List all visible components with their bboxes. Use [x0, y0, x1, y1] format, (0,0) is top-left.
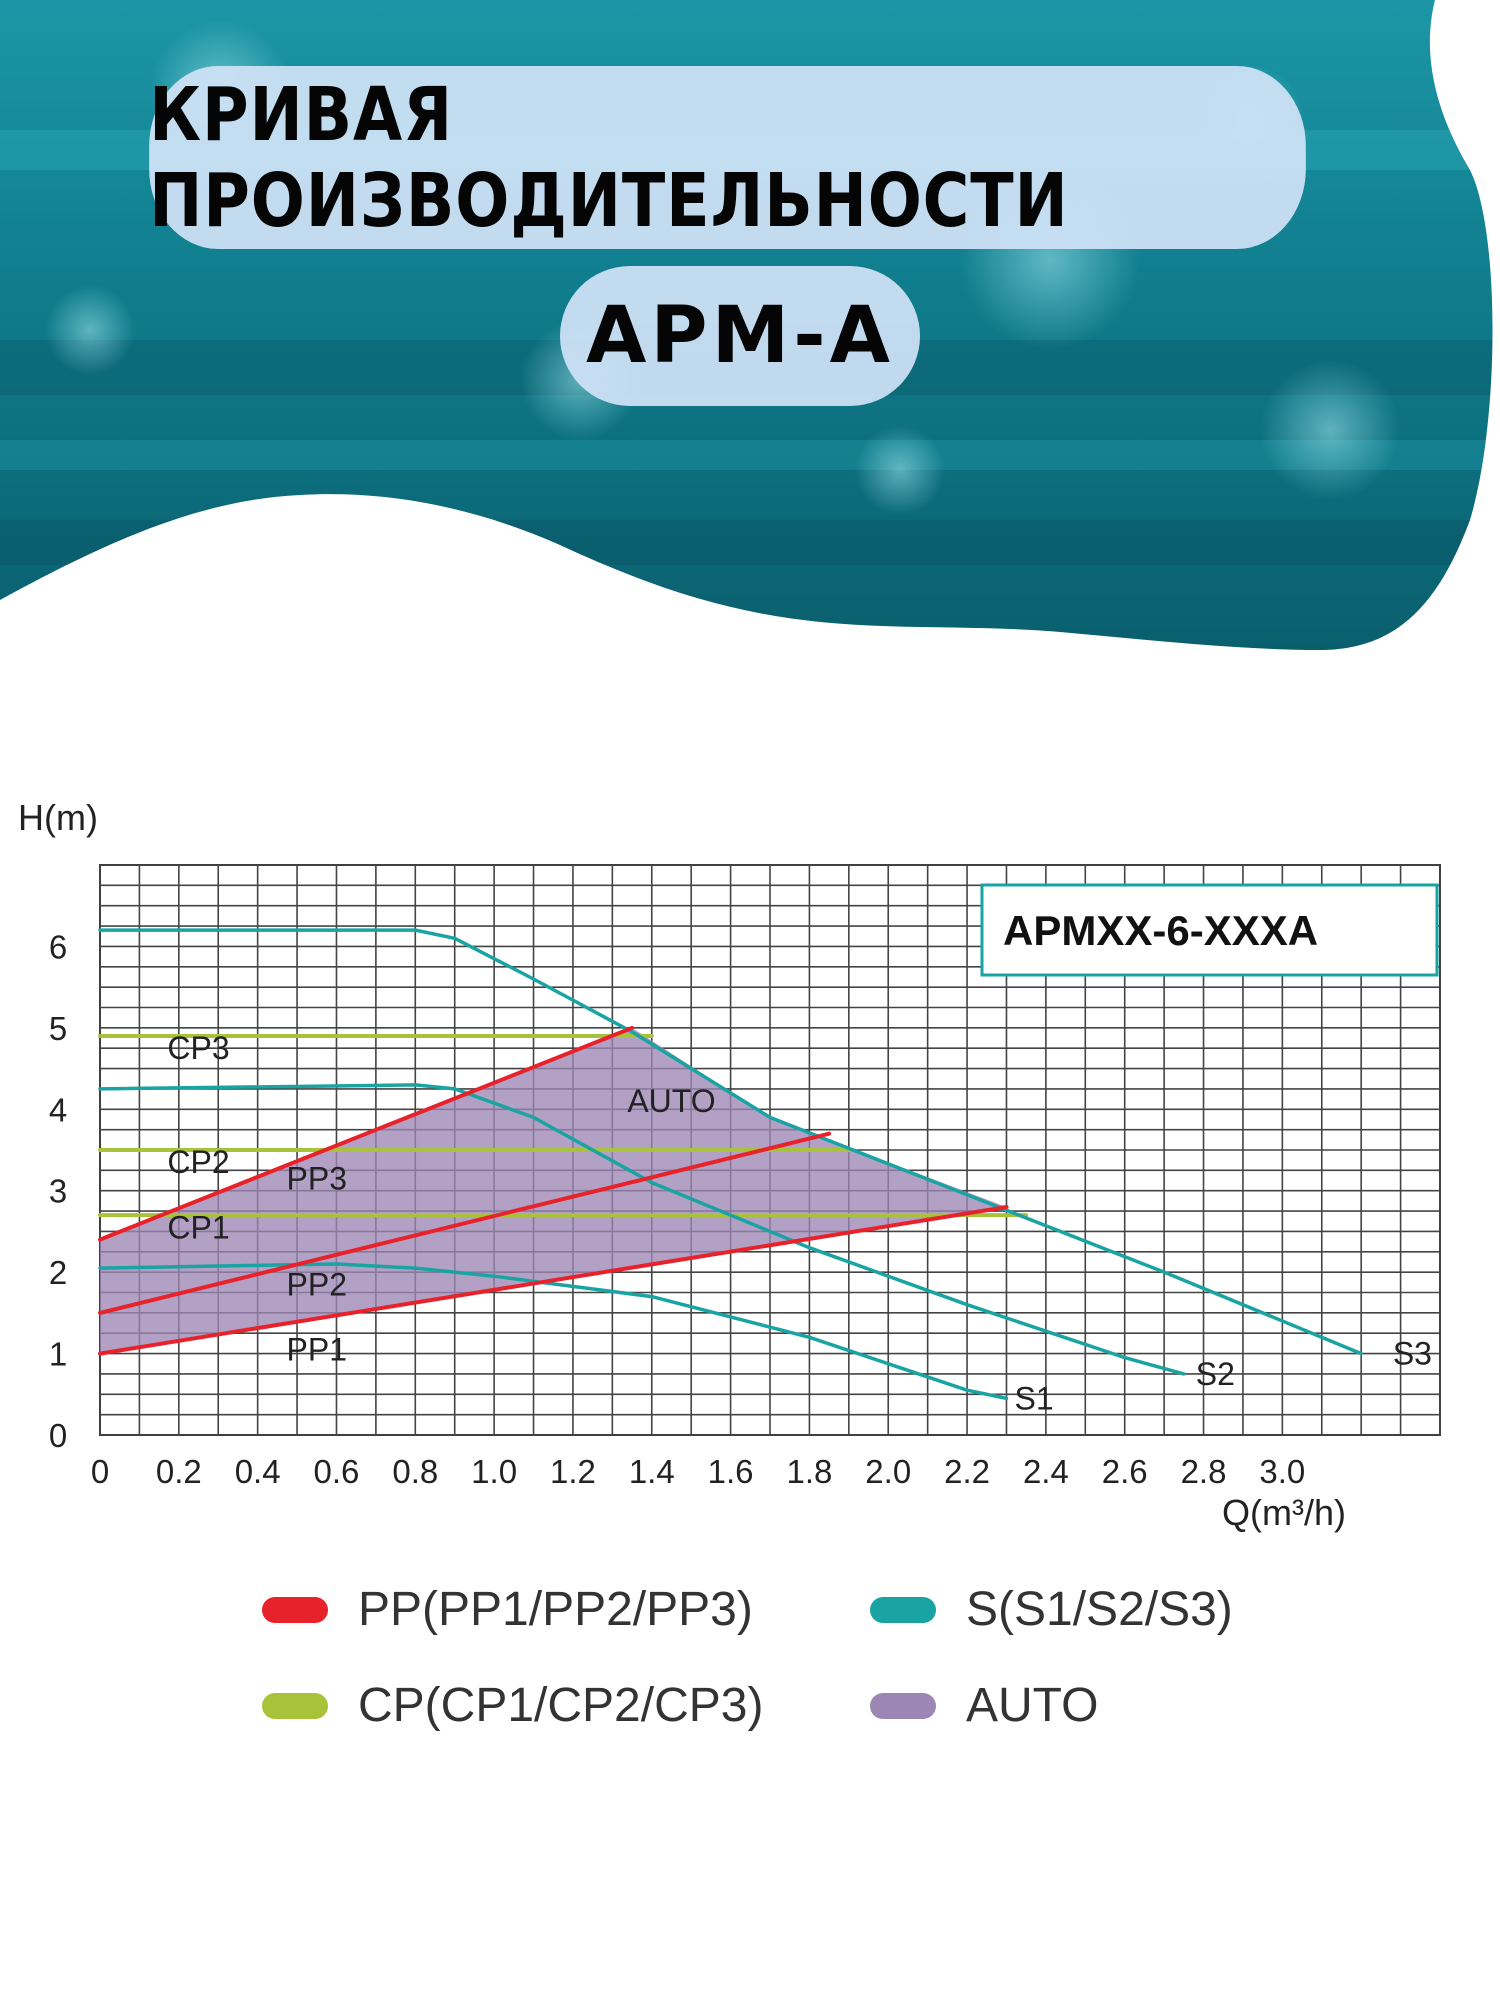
page-title: КРИВАЯ ПРОИЗВОДИТЕЛЬНОСТИ [149, 66, 1306, 249]
model-subtitle: APM-A [560, 266, 920, 406]
x-tick-label: 1.0 [471, 1453, 517, 1490]
y-tick-label: 2 [49, 1254, 67, 1291]
x-tick-label: 1.2 [550, 1453, 596, 1490]
x-tick-label: 2.0 [865, 1453, 911, 1490]
series-label-pp3: PP3 [287, 1161, 347, 1197]
y-tick-label: 0 [49, 1417, 67, 1454]
x-tick-label: 2.4 [1023, 1453, 1069, 1490]
legend-swatch-s [870, 1596, 936, 1623]
y-tick-label: 1 [49, 1336, 67, 1373]
legend-label-auto: AUTO [966, 1679, 1099, 1732]
x-tick-label: 2.8 [1181, 1453, 1227, 1490]
series-line-s2 [98, 1083, 1186, 1376]
legend-item-cp: CP(CP1/CP2/CP3) [262, 1678, 763, 1733]
series-label-pp2: PP2 [287, 1266, 347, 1302]
y-tick-label: 4 [49, 1091, 67, 1128]
series-label-s3: S3 [1393, 1336, 1432, 1372]
chart-legend: PP(PP1/PP2/PP3) S(S1/S2/S3) CP(CP1/CP2/C… [0, 1560, 1500, 1780]
x-tick-label: 1.6 [708, 1453, 754, 1490]
x-axis-label: Q(m³/h) [1222, 1492, 1346, 1533]
x-tick-label: 2.2 [944, 1453, 990, 1490]
legend-label-pp: PP(PP1/PP2/PP3) [358, 1583, 753, 1636]
series-label-cp1: CP1 [167, 1209, 229, 1245]
performance-curve-chart: 0 0.2 0.4 0.6 0.8 1.0 1.2 1.4 1.6 1.8 2.0 2.2 2.4 2.6… [18, 797, 1441, 1533]
legend-label-cp: CP(CP1/CP2/CP3) [358, 1679, 764, 1732]
x-tick-label: 1.4 [629, 1453, 675, 1490]
y-tick-label: 5 [49, 1010, 67, 1047]
y-tick-label: 6 [49, 928, 67, 965]
x-tick-label: 0.2 [156, 1453, 202, 1490]
series-label-s1: S1 [1014, 1380, 1053, 1416]
series-line-pp3 [98, 1025, 635, 1242]
legend-item-pp: PP(PP1/PP2/PP3) [262, 1582, 753, 1637]
series-line-s3 [98, 928, 1363, 1356]
auto-region-layer [100, 1027, 1007, 1354]
legend-item-auto: AUTO [870, 1678, 1098, 1733]
legend-item-s: S(S1/S2/S3) [870, 1582, 1233, 1637]
x-tick-label: 3.0 [1259, 1453, 1305, 1490]
legend-swatch-pp [262, 1596, 328, 1623]
annotation-layer: CP3 CP2 CP1 PP3 PP2 PP1 AUTO S1 S2 S3 [167, 1030, 1432, 1416]
x-tick-label: 0.4 [235, 1453, 281, 1490]
auto-region [100, 1027, 1007, 1354]
series-layer [98, 928, 1363, 1401]
x-tick-label: 0.6 [314, 1453, 360, 1490]
x-tick-label: 2.6 [1102, 1453, 1148, 1490]
legend-swatch-cp [262, 1692, 328, 1719]
axis-layer: 0 0.2 0.4 0.6 0.8 1.0 1.2 1.4 1.6 1.8 2.0 2.2 2.4 2.6… [49, 928, 1305, 1490]
legend-swatch-auto [870, 1692, 936, 1719]
legend-label-s: S(S1/S2/S3) [966, 1583, 1233, 1636]
model-label-box: APMXX-6-XXXA [980, 883, 1439, 977]
series-label-pp1: PP1 [287, 1332, 347, 1368]
model-label: APMXX-6-XXXA [1003, 907, 1318, 954]
x-tick-label: 0.8 [392, 1453, 438, 1490]
series-line-pp2 [98, 1131, 832, 1315]
series-line-s1 [98, 1262, 1009, 1401]
x-tick-label: 0 [91, 1453, 109, 1490]
y-axis-label: H(m) [18, 797, 98, 838]
series-label-cp2: CP2 [167, 1144, 229, 1180]
series-label-auto: AUTO [627, 1083, 715, 1119]
series-line-pp1 [98, 1205, 1009, 1356]
series-label-s2: S2 [1196, 1356, 1235, 1392]
x-tick-label: 1.8 [786, 1453, 832, 1490]
y-tick-label: 3 [49, 1173, 67, 1210]
series-label-cp3: CP3 [167, 1030, 229, 1066]
